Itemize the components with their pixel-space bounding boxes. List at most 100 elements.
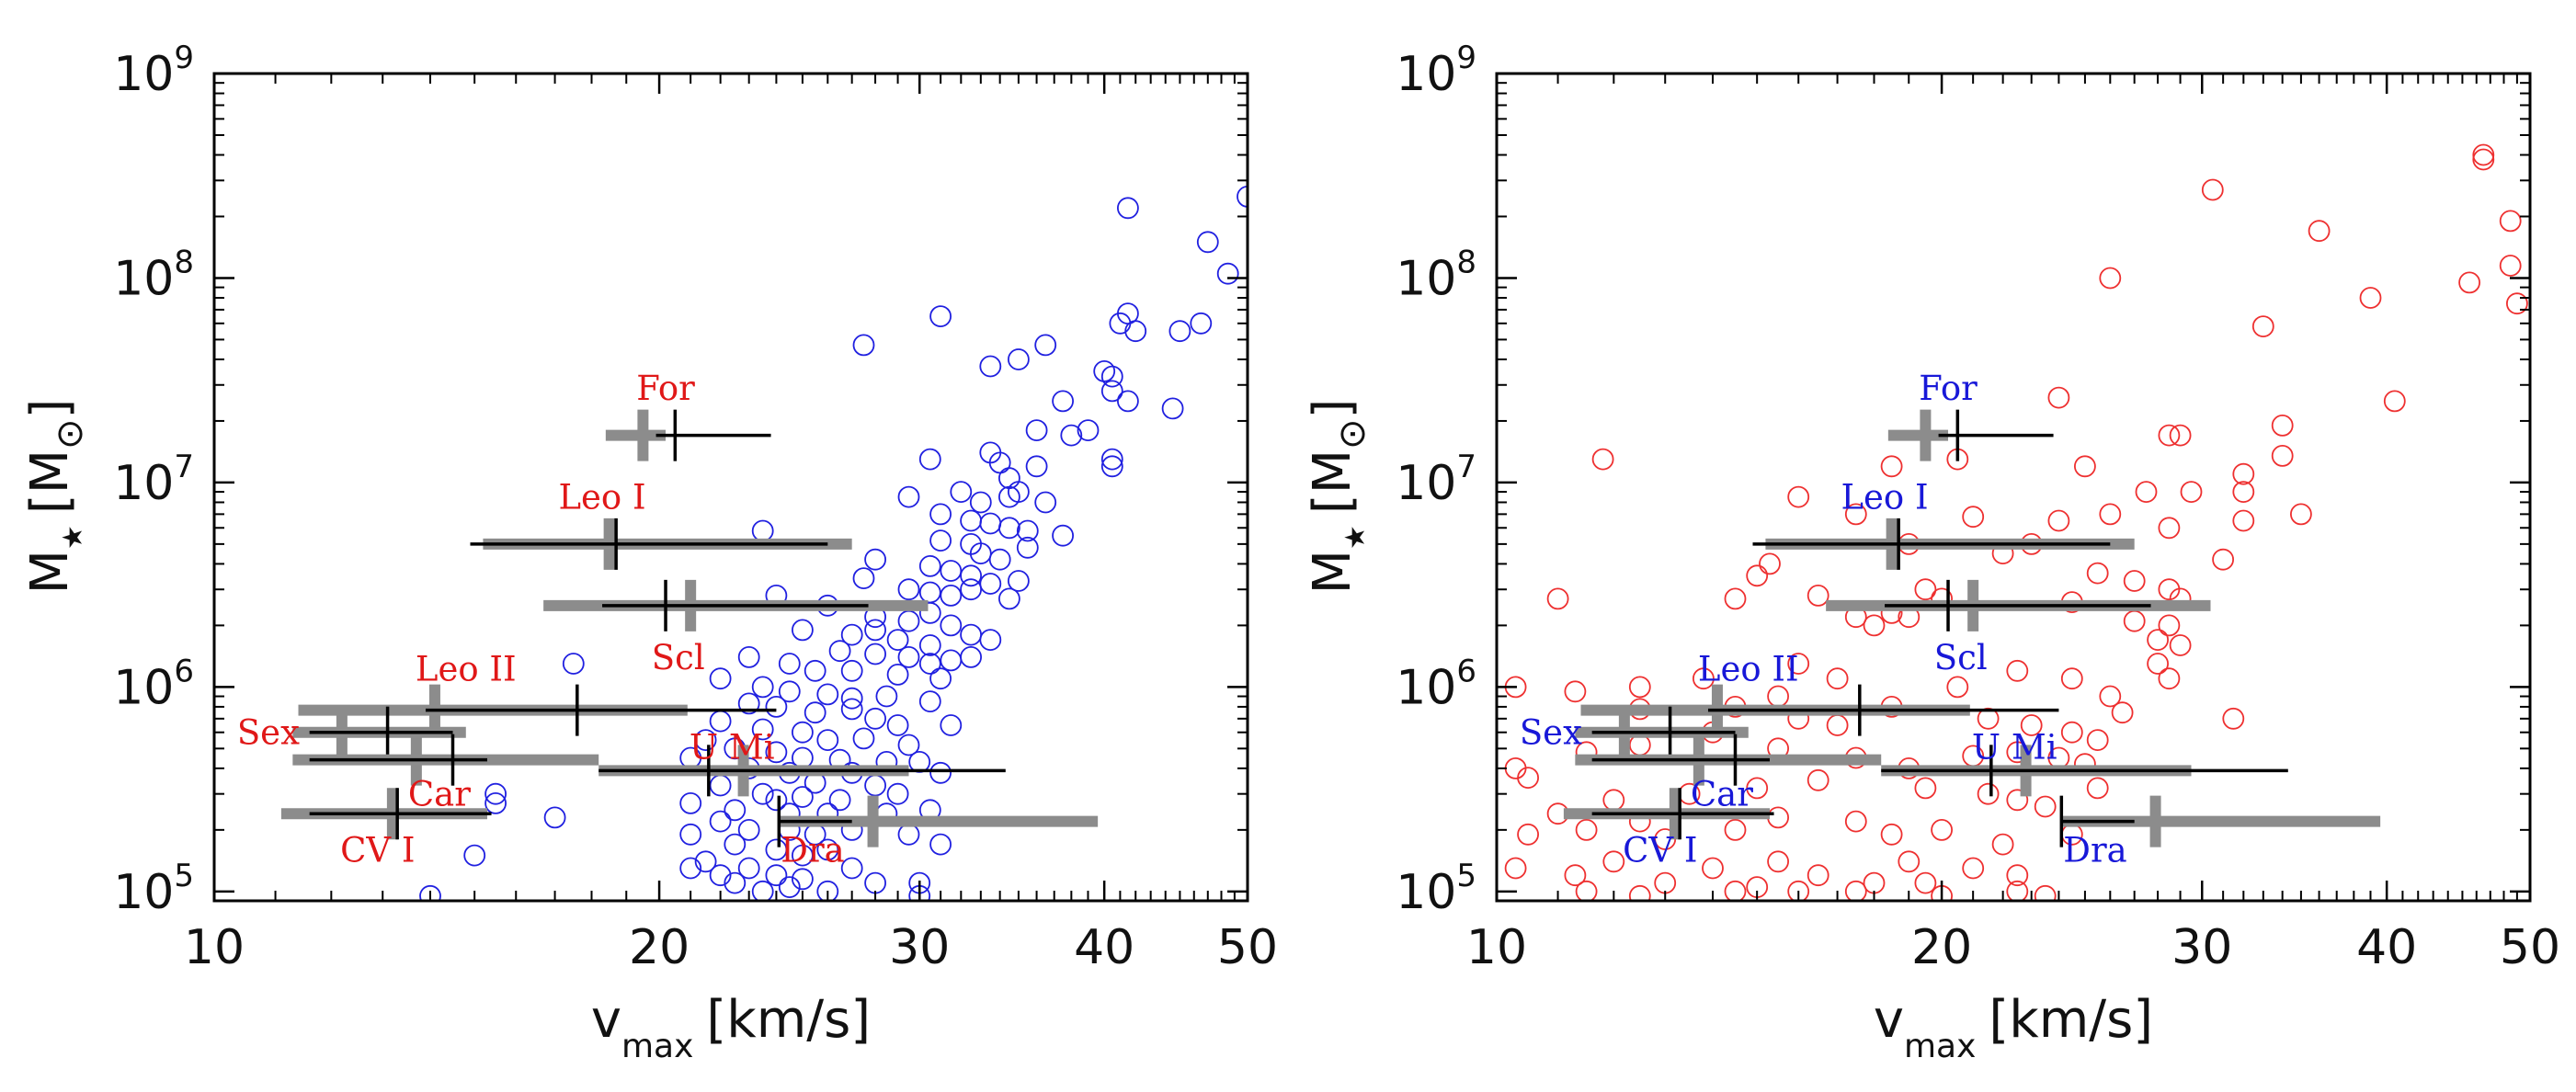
data-point-53 (1008, 570, 1030, 592)
data-point-37 (929, 503, 952, 526)
data-point-84 (929, 667, 952, 690)
galaxy-car (1575, 734, 1882, 786)
x-axis-label: vmax [km/s] (1874, 990, 2153, 1065)
data-point-12 (2383, 390, 2406, 413)
x-tick-label: 50 (1217, 920, 1278, 975)
data-point-17 (2289, 503, 2312, 526)
data-point-59 (998, 587, 1020, 610)
data-point-85 (709, 667, 732, 690)
data-point-54 (852, 567, 875, 589)
y-tick-exponent: 7 (1456, 449, 1476, 485)
data-point-30 (2099, 503, 2122, 526)
data-point-93 (765, 696, 788, 718)
data-point-64 (918, 602, 941, 624)
y-tick-exponent: 6 (174, 653, 194, 689)
galaxy-cv-i (1563, 788, 1774, 840)
data-point-64 (1787, 653, 1810, 675)
y-tick-base: 10 (1396, 865, 1456, 920)
data-point-55 (2158, 614, 2181, 637)
data-point-67 (2006, 659, 2029, 682)
chart-panel-1: For Leo I Scl Leo II Sex U Mi Car CV I Dra 10 20 30… (20, 40, 1278, 1065)
data-point-132 (1914, 871, 1937, 894)
x-tick-label: 10 (184, 920, 245, 975)
data-point-43 (929, 529, 952, 552)
data-point-128 (1724, 880, 1747, 901)
data-point-16 (2271, 414, 2294, 437)
data-point-33 (2158, 517, 2181, 540)
y-tick-base: 10 (113, 865, 174, 920)
data-point-104 (1517, 823, 1539, 846)
galaxy-u-mi (598, 745, 1006, 797)
data-point-21 (2135, 481, 2158, 503)
x-axis-label-main: v (591, 990, 621, 1050)
data-point-70 (2111, 701, 2134, 724)
data-point-8 (1008, 348, 1030, 370)
data-point-27 (1787, 485, 1810, 508)
y-tick-base: 10 (1396, 456, 1456, 511)
data-point-78 (1977, 707, 2000, 730)
y-tick-base: 10 (113, 456, 174, 511)
data-point-76 (918, 653, 941, 675)
data-point-11 (1093, 359, 1116, 382)
data-point-72 (1564, 680, 1587, 703)
data-point-58 (2147, 653, 2170, 675)
galaxy-label: Dra (2063, 830, 2126, 870)
data-point-21 (1025, 419, 1048, 442)
data-point-150 (751, 880, 774, 901)
data-point-113 (1991, 833, 2014, 856)
data-point-80 (778, 653, 801, 675)
data-point-9 (2308, 220, 2331, 243)
data-point-36 (1759, 552, 1781, 575)
data-point-96 (864, 707, 886, 730)
data-point-107 (765, 741, 788, 764)
data-point-1 (2472, 143, 2495, 166)
data-point-23 (2169, 424, 2192, 447)
data-point-82 (840, 659, 863, 682)
data-point-19 (1117, 390, 1139, 413)
data-point-71 (2222, 707, 2245, 730)
data-point-47 (1016, 536, 1039, 559)
data-point-73 (828, 640, 851, 663)
data-point-31 (897, 485, 920, 508)
data-point-131 (709, 810, 732, 833)
y-tick-base: 10 (113, 660, 174, 715)
data-point-83 (1517, 767, 1539, 789)
data-point-79 (737, 646, 760, 668)
plot-area (280, 186, 1248, 901)
data-point-98 (940, 714, 963, 736)
data-point-10 (2251, 315, 2274, 338)
x-tick-label: 10 (1466, 920, 1527, 975)
x-tick-label: 30 (2171, 920, 2232, 975)
y-tick-base: 10 (1396, 251, 1456, 306)
data-point-35 (1746, 564, 1769, 587)
y-tick-base: 10 (113, 47, 174, 102)
x-tick-label: 40 (1074, 920, 1134, 975)
galaxy-leo-i (470, 518, 852, 570)
x-axis-label-unit: [km/s] (1989, 990, 2153, 1050)
data-point-102 (2034, 795, 2057, 818)
data-point-99 (1914, 777, 1937, 800)
y-axis-label-unit-end: ] (1303, 399, 1362, 419)
y-axis-label-main: M (1303, 550, 1362, 594)
y-tick-label: 109 (113, 40, 194, 102)
x-axis-label-sub: max (621, 1028, 693, 1065)
data-point-29 (2047, 509, 2070, 532)
data-point-32 (2232, 509, 2255, 532)
data-point-35 (1008, 481, 1030, 503)
y-axis-label-unit-sub: ⊙ (49, 418, 91, 449)
data-point-62 (1693, 667, 1715, 690)
data-point-137 (679, 823, 702, 846)
data-point-94 (804, 701, 826, 724)
data-point-80 (2060, 721, 2083, 744)
data-point-103 (2086, 777, 2109, 800)
data-point-65 (1826, 667, 1849, 690)
x-tick-label: 50 (2500, 920, 2560, 975)
data-point-90 (875, 685, 898, 708)
y-tick-label: 107 (113, 449, 194, 511)
data-point-116 (1564, 864, 1587, 887)
galaxy-label: Sex (237, 713, 300, 753)
galaxy-car (292, 734, 599, 786)
galaxy-label: Dra (781, 830, 844, 870)
data-point-138 (724, 833, 747, 856)
data-point-6 (852, 334, 875, 357)
